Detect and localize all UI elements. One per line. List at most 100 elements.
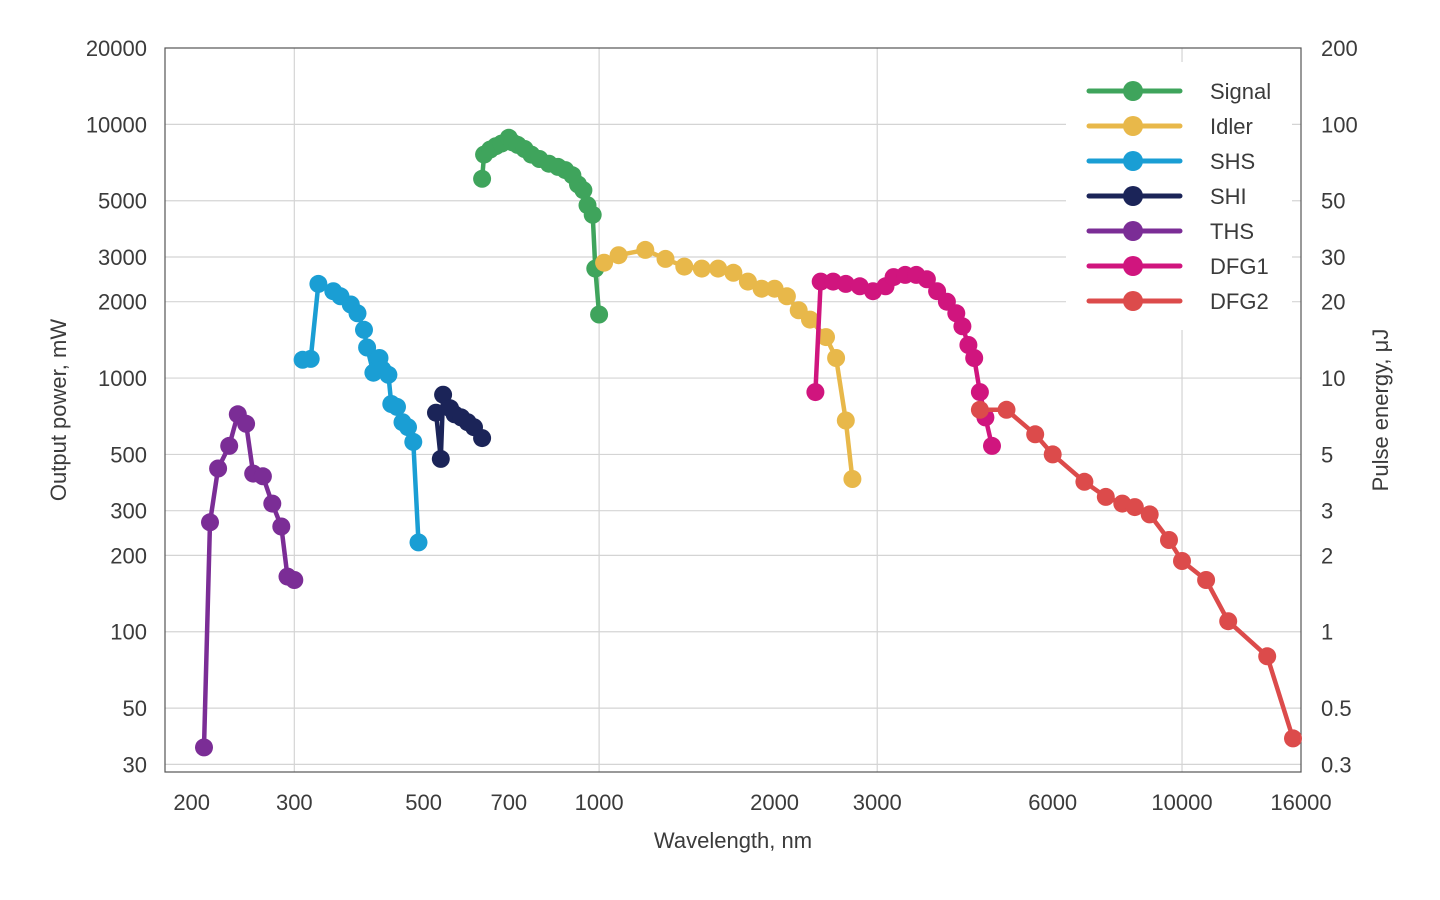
data-point [1173,552,1191,570]
x-axis-ticks: 200 300 500 700 1000 2000 3000 6000 10000 16000 [173,790,1331,815]
legend-item-shs: SHS [1086,149,1255,174]
data-point [836,274,855,293]
series-shs [293,274,428,552]
y2-tick-label: 0.3 [1321,752,1352,777]
data-point [724,263,743,282]
series-idler [595,240,862,488]
x-tick-label: 16000 [1270,790,1331,815]
data-point [399,418,417,437]
data-point [427,403,445,422]
data-point [1219,612,1238,631]
x-axis-label: Wavelength, nm [654,828,812,853]
legend-item-shi: SHI [1086,184,1247,209]
data-point [348,304,367,323]
y2-tick-label: 50 [1321,189,1345,214]
data-point [1125,498,1144,517]
data-point [738,272,757,291]
x-tick-label: 300 [276,790,313,815]
y-tick-label: 20000 [86,36,147,61]
legend-label: DFG2 [1210,289,1269,314]
y-tick-label: 1000 [98,366,147,391]
data-point [609,246,628,265]
data-point [263,494,282,513]
legend-label: Idler [1210,114,1253,139]
legend-swatch-marker [1123,186,1143,206]
legend-item-idler: Idler [1086,114,1253,139]
data-point [1043,445,1062,464]
series-dfg2 [970,400,1302,748]
y2-tick-label: 5 [1321,442,1333,467]
y2-tick-label: 2 [1321,543,1333,568]
data-point [983,436,1001,455]
plot-area-frame [164,47,1302,773]
y2-tick-label: 200 [1321,36,1358,61]
y-tick-label: 100 [110,620,147,645]
legend-label: SHI [1210,184,1247,209]
legend-swatch-marker [1123,291,1143,311]
x-tick-label: 200 [173,790,210,815]
legend-swatch-marker [1123,81,1143,101]
data-point [431,449,450,468]
data-point [817,328,835,347]
legend-swatch-marker [1123,151,1143,171]
y-tick-label: 30 [123,752,147,777]
y-tick-label: 3000 [98,245,147,270]
series-signal [473,128,609,324]
legend-swatch-marker [1123,256,1143,276]
x-tick-label: 2000 [750,790,799,815]
legend-label: THS [1210,219,1254,244]
data-point [827,349,846,367]
data-point [1197,571,1216,589]
data-point [1160,531,1178,549]
x-tick-label: 6000 [1028,790,1077,815]
y-tick-label: 50 [123,696,147,721]
data-point [1140,505,1159,524]
legend-item-dfg1: DFG1 [1086,254,1269,279]
data-point [836,411,855,430]
y2-tick-label: 10 [1321,366,1345,391]
series-line [977,407,1296,741]
data-point [752,279,771,298]
y-axis-label: Output power, mW [46,319,71,501]
data-point [1284,729,1302,748]
legend-swatch-marker [1123,221,1143,241]
data-point [301,349,320,368]
data-point [237,414,256,433]
y2-axis-ticks: 0.3 0.5 1 2 3 5 10 20 30 50 100 200 [1321,36,1358,777]
y2-tick-label: 30 [1321,245,1345,270]
data-point [574,181,593,200]
legend-swatch-marker [1123,116,1143,136]
y-tick-label: 500 [110,442,147,467]
data-point [358,338,377,357]
data-point [209,459,228,478]
data-point [843,470,862,488]
data-point [917,270,936,289]
data-point [953,317,972,336]
data-point [590,305,609,324]
data-point [801,310,819,329]
data-point [1258,647,1277,666]
y-tick-label: 5000 [98,189,147,214]
y-tick-label: 200 [110,543,147,568]
data-point [355,320,373,339]
legend-label: SHS [1210,149,1255,174]
data-point [583,205,602,224]
y2-tick-label: 1 [1321,620,1333,645]
legend: Signal Idler SHS SHI THS DFG1 DFG2 [1086,79,1271,314]
data-point [285,571,304,589]
y2-axis-label: Pulse energy, μJ [1368,329,1393,492]
data-point [965,349,984,367]
x-tick-label: 1000 [575,790,624,815]
data-point [656,249,675,268]
x-tick-label: 700 [490,790,527,815]
data-point [777,287,796,306]
legend-item-ths: THS [1086,219,1254,244]
series-layer [195,128,1302,757]
data-point [636,240,655,259]
data-point [195,738,213,757]
data-point [253,467,272,486]
data-point [970,400,989,419]
data-point [595,253,614,272]
data-point [388,397,406,416]
data-point [811,272,830,291]
